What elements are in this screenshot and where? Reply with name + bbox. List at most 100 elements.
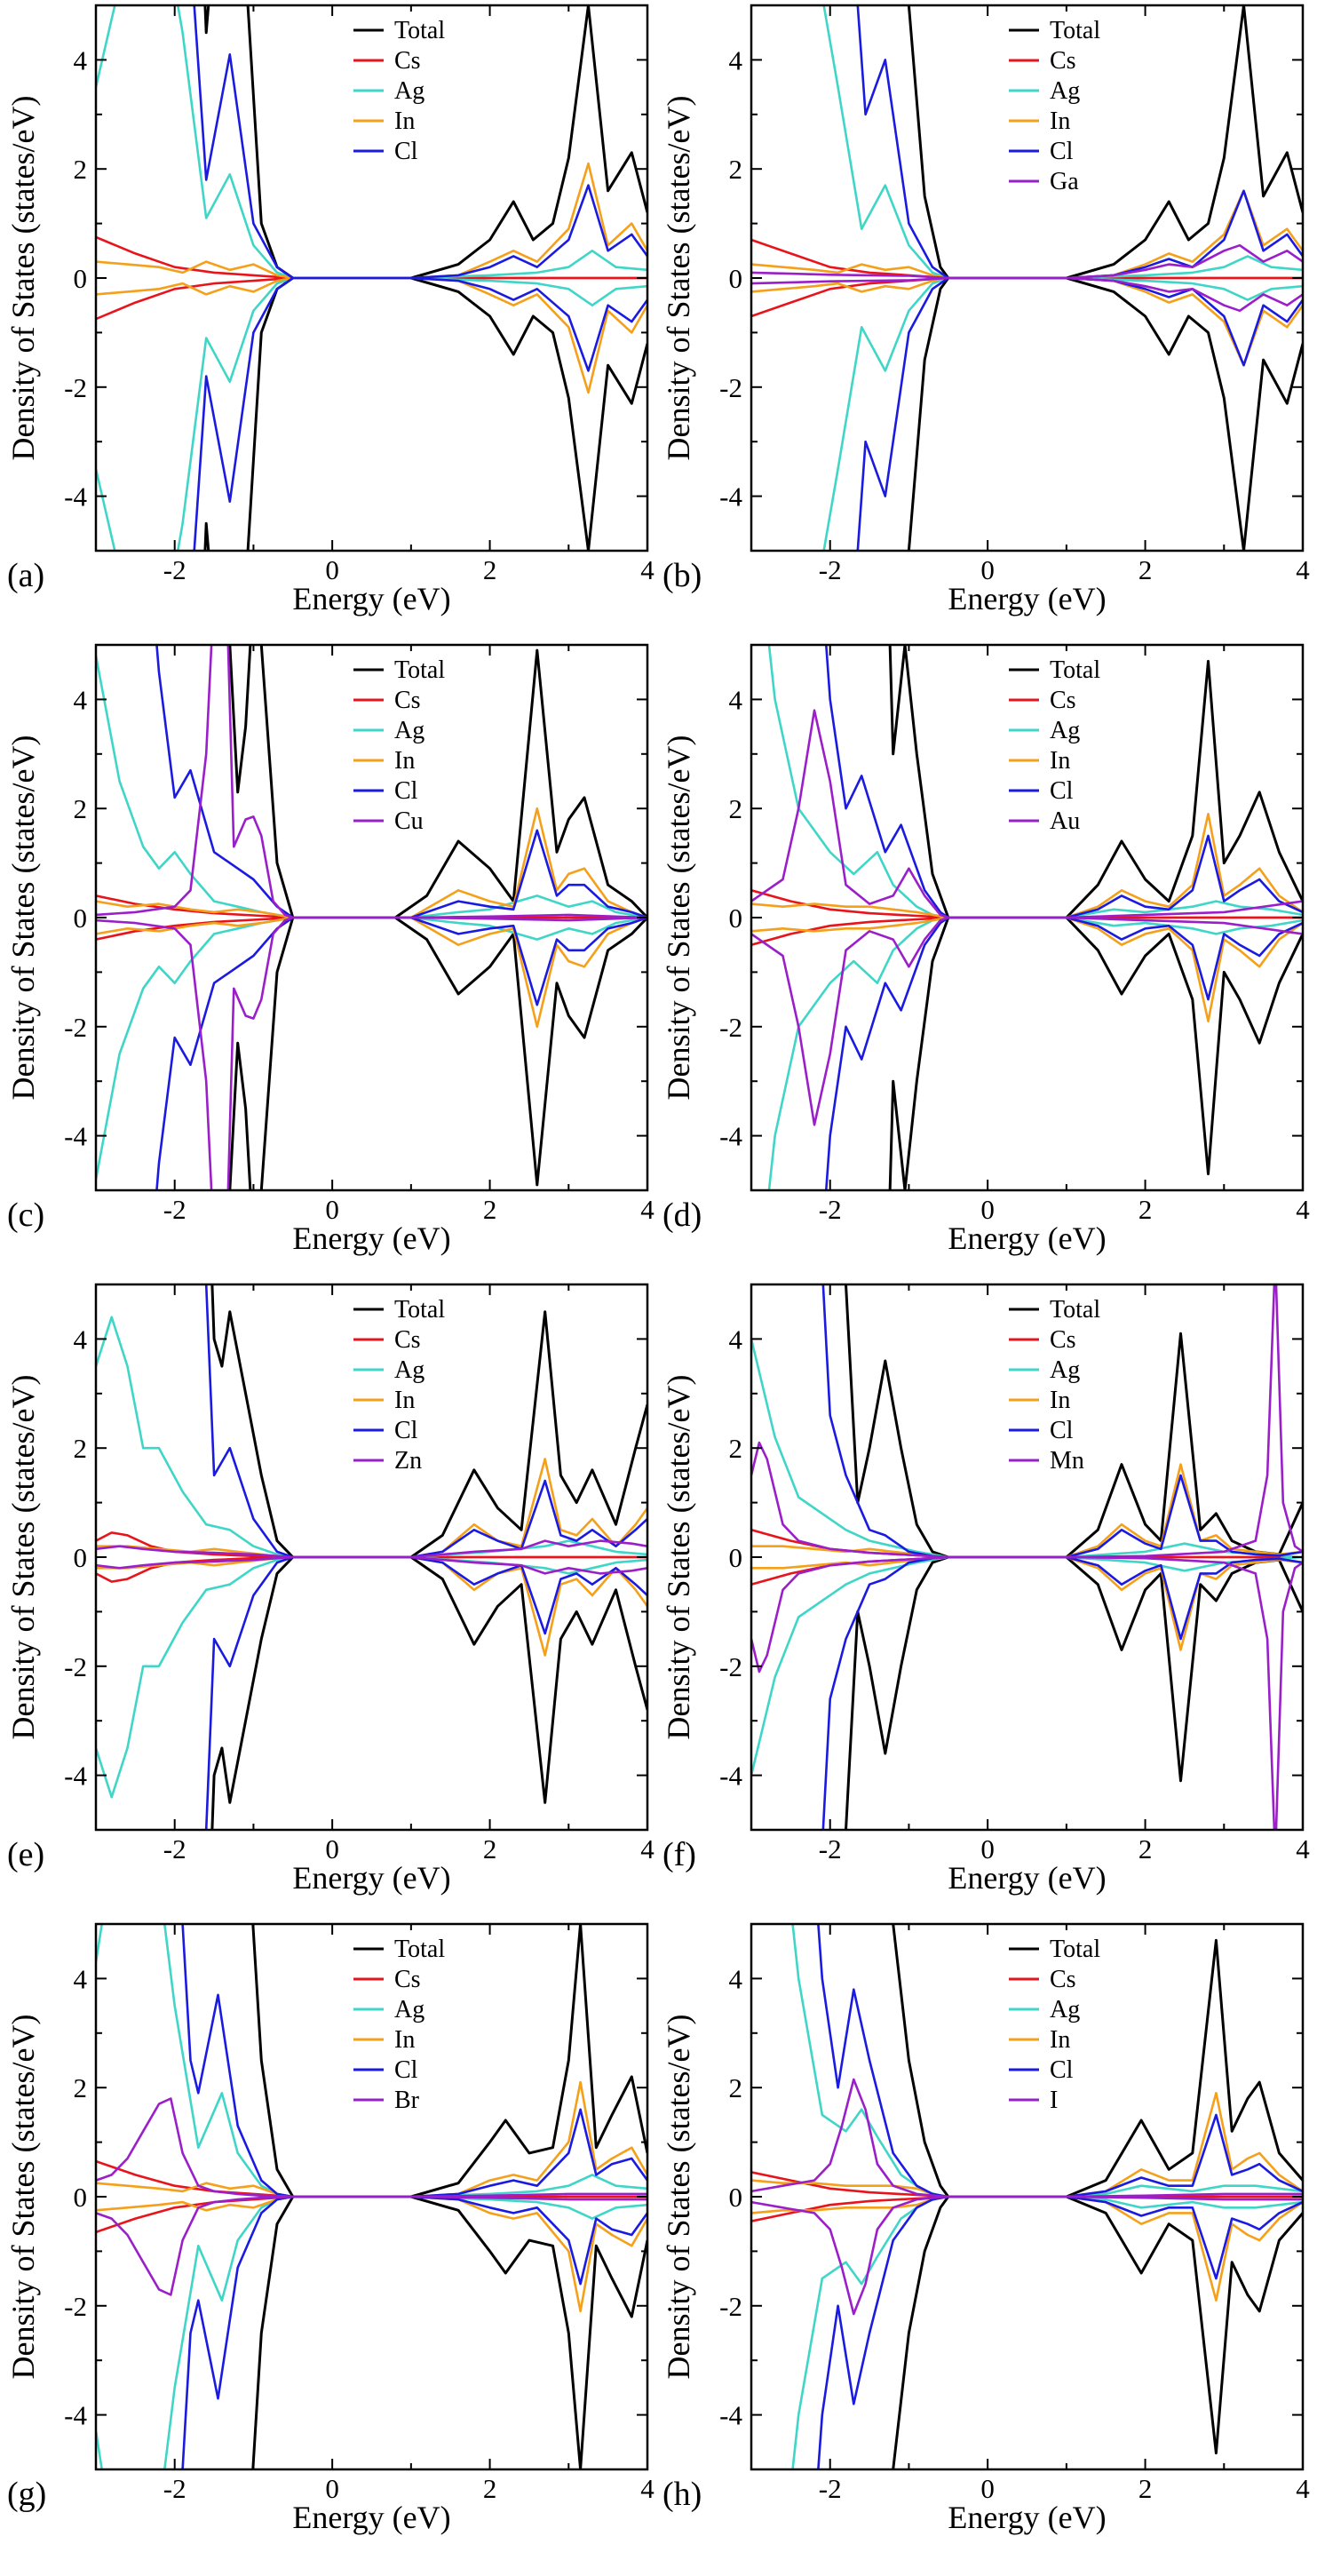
panel-e-ag-down-line bbox=[96, 1555, 647, 1799]
panel-a-legend-ag: Ag bbox=[394, 77, 424, 105]
panel-h-ytick-label: 2 bbox=[729, 2072, 743, 2103]
panel-f-total-down-line bbox=[844, 1555, 1303, 1830]
panel-b-ytick-label: 4 bbox=[729, 44, 743, 76]
panel-d-ytick-label: 0 bbox=[729, 902, 743, 934]
panel-a-xtick-label: 0 bbox=[325, 554, 339, 585]
panel-f-ytick-label: -4 bbox=[719, 1761, 742, 1792]
panel-d-total-up-line bbox=[888, 645, 1303, 919]
panel-h-legend-total: Total bbox=[1050, 1936, 1100, 1963]
panel-g-legend-cs: Cs bbox=[394, 1966, 421, 1993]
panel-b-curves bbox=[751, 5, 1303, 551]
panel-c-cu-down-line bbox=[96, 916, 647, 1190]
panel-d-in-down-line bbox=[751, 916, 1303, 1022]
panel-b-total-down-line bbox=[907, 276, 1303, 551]
panel-d-label: (d) bbox=[662, 1197, 702, 1234]
panel-h-legend-i: I bbox=[1050, 2087, 1058, 2114]
panel-h-in-up-line bbox=[751, 2092, 1303, 2198]
panel-f-legend-ag: Ag bbox=[1050, 1356, 1080, 1384]
panel-e-xtick-label: 0 bbox=[325, 1833, 339, 1864]
panel-d-legend-total: Total bbox=[1050, 656, 1100, 684]
panel-f-legend-mn: Mn bbox=[1050, 1447, 1084, 1475]
panel-b-xtick-label: 4 bbox=[1296, 554, 1310, 585]
panel-h-xtick-label: 0 bbox=[980, 2473, 995, 2504]
panel-e-legend-cs: Cs bbox=[394, 1326, 421, 1354]
panel-a-cl-up-line bbox=[193, 5, 647, 280]
panel-f-xtick-label: 4 bbox=[1296, 1833, 1310, 1864]
panel-g-br-down-line bbox=[96, 2195, 647, 2296]
panel-a: -2 0 2 4 -4 -2 0 2 4 Energy (eV) Density of States… bbox=[5, 4, 655, 616]
panel-c-x-axis-label: Energy (eV) bbox=[292, 1220, 450, 1256]
panel-c-ytick-label: -4 bbox=[64, 1121, 87, 1152]
panel-c-legend-cs: Cs bbox=[394, 687, 421, 714]
panel-c-cu-up-line bbox=[96, 645, 647, 919]
panel-a-legend-in: In bbox=[394, 107, 415, 135]
panel-g-legend-br: Br bbox=[394, 2087, 420, 2114]
panel-c-ytick-label: 4 bbox=[74, 684, 88, 715]
panel-b-ag-up-line bbox=[822, 5, 1303, 280]
panel-b-label: (b) bbox=[662, 557, 702, 594]
panel-h: -2 0 2 4 -4 -2 0 2 4 Energy (eV) Density of States… bbox=[661, 1922, 1310, 2535]
panel-f-mn-up-line bbox=[751, 1284, 1303, 1559]
panel-f-ytick-label: 0 bbox=[729, 1542, 743, 1573]
panel-h-xtick-label: -2 bbox=[819, 2473, 842, 2504]
panel-b-ga-down-line bbox=[751, 276, 1303, 313]
panel-g-legend-total: Total bbox=[394, 1936, 445, 1963]
panel-h-i-up-line bbox=[751, 2078, 1303, 2198]
panel-h-label: (h) bbox=[662, 2476, 702, 2513]
panel-e-legend-zn: Zn bbox=[394, 1447, 422, 1475]
panel-f-total-up-line bbox=[844, 1284, 1303, 1559]
panel-b-total-up-line bbox=[907, 5, 1303, 280]
panel-h-total-up-line bbox=[892, 1924, 1303, 2198]
panel-e-xtick-label: 2 bbox=[483, 1833, 497, 1864]
panel-a-total-up-line bbox=[203, 5, 647, 280]
panel-e: -2 0 2 4 -4 -2 0 2 4 Energy (eV) Density of States… bbox=[5, 1283, 655, 1896]
panel-g-x-axis-label: Energy (eV) bbox=[292, 2500, 450, 2535]
panel-h-ytick-label: -2 bbox=[719, 2291, 742, 2322]
panel-g-y-axis-label: Density of States (states/eV) bbox=[5, 2015, 41, 2380]
panel-d: -2 0 2 4 -4 -2 0 2 4 Energy (eV) Density of States… bbox=[661, 643, 1310, 1256]
panel-d-legend-ag: Ag bbox=[1050, 717, 1080, 744]
panel-f-mn-down-line bbox=[751, 1555, 1303, 1830]
panel-c-xtick-label: -2 bbox=[163, 1194, 186, 1225]
panel-f: -2 0 2 4 -4 -2 0 2 4 Energy (eV) Density of States… bbox=[661, 1283, 1310, 1896]
panel-b-x-axis-label: Energy (eV) bbox=[948, 581, 1106, 616]
panel-e-ag-up-line bbox=[96, 1316, 647, 1559]
panel-d-in-up-line bbox=[751, 813, 1303, 919]
panel-h-xtick-label: 2 bbox=[1138, 2473, 1153, 2504]
panel-c-total-up-line bbox=[228, 645, 647, 919]
panel-f-legend-in: In bbox=[1050, 1387, 1070, 1414]
panel-f-ytick-label: 4 bbox=[729, 1324, 743, 1355]
panel-f-legend-cs: Cs bbox=[1050, 1326, 1076, 1354]
panel-b-ytick-label: 2 bbox=[729, 154, 743, 185]
panel-c-in-down-line bbox=[96, 916, 647, 1029]
panel-g-xtick-label: 0 bbox=[325, 2473, 339, 2504]
panel-g-ytick-label: -2 bbox=[64, 2291, 87, 2322]
panel-e-legend-cl: Cl bbox=[394, 1417, 418, 1444]
panel-a-in-down-line bbox=[96, 276, 647, 394]
panel-f-curves bbox=[751, 1284, 1303, 1830]
panel-g-ytick-label: 4 bbox=[74, 1963, 88, 1994]
panel-g-total-down-line bbox=[251, 2195, 647, 2469]
panel-c-xtick-label: 4 bbox=[640, 1194, 655, 1225]
panel-c-ytick-label: -2 bbox=[64, 1012, 87, 1043]
panel-a-in-up-line bbox=[96, 162, 647, 280]
panel-g-legend-cl: Cl bbox=[394, 2056, 418, 2084]
panel-a-ag-down-line bbox=[96, 276, 647, 551]
panel-e-zn-down-line bbox=[96, 1555, 647, 1575]
panel-b-xtick-label: 2 bbox=[1138, 554, 1153, 585]
panel-c-ytick-label: 0 bbox=[74, 902, 88, 934]
panel-d-curves bbox=[751, 645, 1303, 1190]
panel-g-xtick-label: -2 bbox=[163, 2473, 186, 2504]
panel-g-xtick-label: 4 bbox=[640, 2473, 655, 2504]
panel-f-xtick-label: -2 bbox=[819, 1833, 842, 1864]
panel-h-ytick-label: -4 bbox=[719, 2400, 742, 2431]
panel-c-ytick-label: 2 bbox=[74, 793, 88, 824]
panel-c-legend-in: In bbox=[394, 747, 415, 775]
panel-h-xtick-label: 4 bbox=[1296, 2473, 1310, 2504]
panel-d-cl-down-line bbox=[824, 916, 1303, 1190]
panel-a-legend-total: Total bbox=[394, 17, 445, 44]
panel-f-ag-up-line bbox=[751, 1339, 1303, 1559]
panel-d-ytick-label: -2 bbox=[719, 1012, 742, 1043]
panel-h-legend-cl: Cl bbox=[1050, 2056, 1074, 2084]
